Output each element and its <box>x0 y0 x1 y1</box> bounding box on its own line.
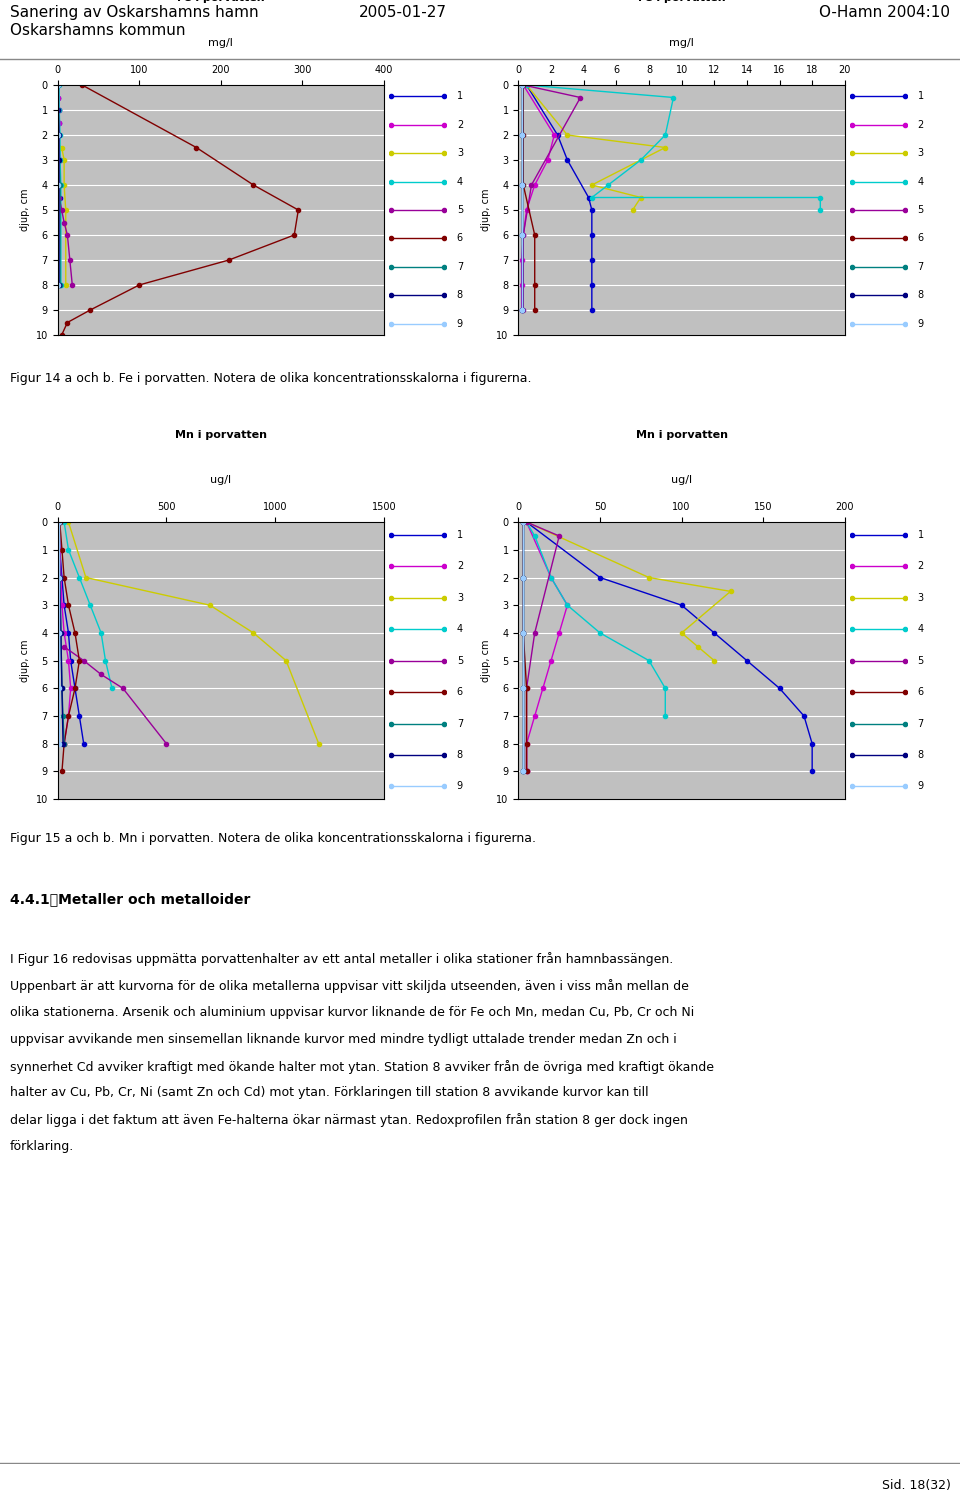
Text: Fe i porvatten: Fe i porvatten <box>637 0 726 3</box>
Text: 5: 5 <box>457 205 463 216</box>
Text: 5: 5 <box>918 656 924 666</box>
Text: 6: 6 <box>457 234 463 244</box>
Text: 7: 7 <box>457 262 463 272</box>
Text: mg/l: mg/l <box>669 37 694 48</box>
Text: 4: 4 <box>918 624 924 635</box>
Text: 7: 7 <box>918 262 924 272</box>
Text: 2: 2 <box>457 561 463 572</box>
Text: 4: 4 <box>457 177 463 187</box>
Y-axis label: djup, cm: djup, cm <box>20 639 30 681</box>
Text: 7: 7 <box>918 719 924 729</box>
Text: 5: 5 <box>457 656 463 666</box>
Text: 9: 9 <box>457 781 463 792</box>
Text: mg/l: mg/l <box>208 37 233 48</box>
Text: Mn i porvatten: Mn i porvatten <box>175 430 267 440</box>
Text: 3: 3 <box>918 148 924 159</box>
Text: 4: 4 <box>457 624 463 635</box>
Text: 1: 1 <box>457 530 463 540</box>
Text: 3: 3 <box>918 593 924 603</box>
Text: 8: 8 <box>918 290 924 301</box>
Text: 5: 5 <box>918 205 924 216</box>
Text: halter av Cu, Pb, Cr, Ni (samt Zn och Cd) mot ytan. Förklaringen till station 8 : halter av Cu, Pb, Cr, Ni (samt Zn och Cd… <box>10 1087 648 1099</box>
Text: Uppenbart är att kurvorna för de olika metallerna uppvisar vitt skiljda utseende: Uppenbart är att kurvorna för de olika m… <box>10 979 688 993</box>
Text: 2: 2 <box>918 561 924 572</box>
Text: 6: 6 <box>457 687 463 698</box>
Y-axis label: djup, cm: djup, cm <box>20 189 30 231</box>
Text: ug/l: ug/l <box>671 475 692 485</box>
Text: 7: 7 <box>457 719 463 729</box>
Text: olika stationerna. Arsenik och aluminium uppvisar kurvor liknande de för Fe och : olika stationerna. Arsenik och aluminium… <box>10 1006 694 1018</box>
Text: 4: 4 <box>918 177 924 187</box>
Text: 9: 9 <box>918 781 924 792</box>
Text: O-Hamn 2004:10: O-Hamn 2004:10 <box>820 4 950 21</box>
Text: 8: 8 <box>457 750 463 760</box>
Text: 1: 1 <box>918 530 924 540</box>
Text: Figur 15 a och b. Mn i porvatten. Notera de olika koncentrationsskalorna i figur: Figur 15 a och b. Mn i porvatten. Notera… <box>10 832 536 844</box>
Text: I Figur 16 redovisas uppmätta porvattenhalter av ett antal metaller i olika stat: I Figur 16 redovisas uppmätta porvattenh… <box>10 952 673 966</box>
Y-axis label: djup, cm: djup, cm <box>481 639 491 681</box>
Text: Sid. 18(32): Sid. 18(32) <box>881 1479 950 1493</box>
Text: förklaring.: förklaring. <box>10 1141 74 1153</box>
Text: delar ligga i det faktum att även Fe-halterna ökar närmast ytan. Redoxprofilen f: delar ligga i det faktum att även Fe-hal… <box>10 1114 687 1127</box>
Text: 1: 1 <box>457 91 463 102</box>
Text: Mn i porvatten: Mn i porvatten <box>636 430 728 440</box>
Text: 6: 6 <box>918 687 924 698</box>
Text: 2: 2 <box>918 120 924 130</box>
Text: 3: 3 <box>457 148 463 159</box>
Text: 6: 6 <box>918 234 924 244</box>
Text: synnerhet Cd avviker kraftigt med ökande halter mot ytan. Station 8 avviker från: synnerhet Cd avviker kraftigt med ökande… <box>10 1060 713 1073</box>
Text: 3: 3 <box>457 593 463 603</box>
Text: 2: 2 <box>457 120 463 130</box>
Text: 8: 8 <box>457 290 463 301</box>
Y-axis label: djup, cm: djup, cm <box>481 189 491 231</box>
Text: 1: 1 <box>918 91 924 102</box>
Text: ug/l: ug/l <box>210 475 231 485</box>
Text: uppvisar avvikande men sinsemellan liknande kurvor med mindre tydligt uttalade t: uppvisar avvikande men sinsemellan likna… <box>10 1033 677 1045</box>
Text: 9: 9 <box>918 319 924 329</box>
Text: Figur 14 a och b. Fe i porvatten. Notera de olika koncentrationsskalorna i figur: Figur 14 a och b. Fe i porvatten. Notera… <box>10 373 531 385</box>
Text: 8: 8 <box>918 750 924 760</box>
Text: 2005-01-27: 2005-01-27 <box>359 4 447 21</box>
Text: Sanering av Oskarshamns hamn
Oskarshamns kommun: Sanering av Oskarshamns hamn Oskarshamns… <box>10 4 258 37</box>
Text: Fe i porvatten: Fe i porvatten <box>177 0 265 3</box>
Text: 9: 9 <box>457 319 463 329</box>
Text: 4.4.1	Metaller och metalloider: 4.4.1 Metaller och metalloider <box>10 892 250 906</box>
